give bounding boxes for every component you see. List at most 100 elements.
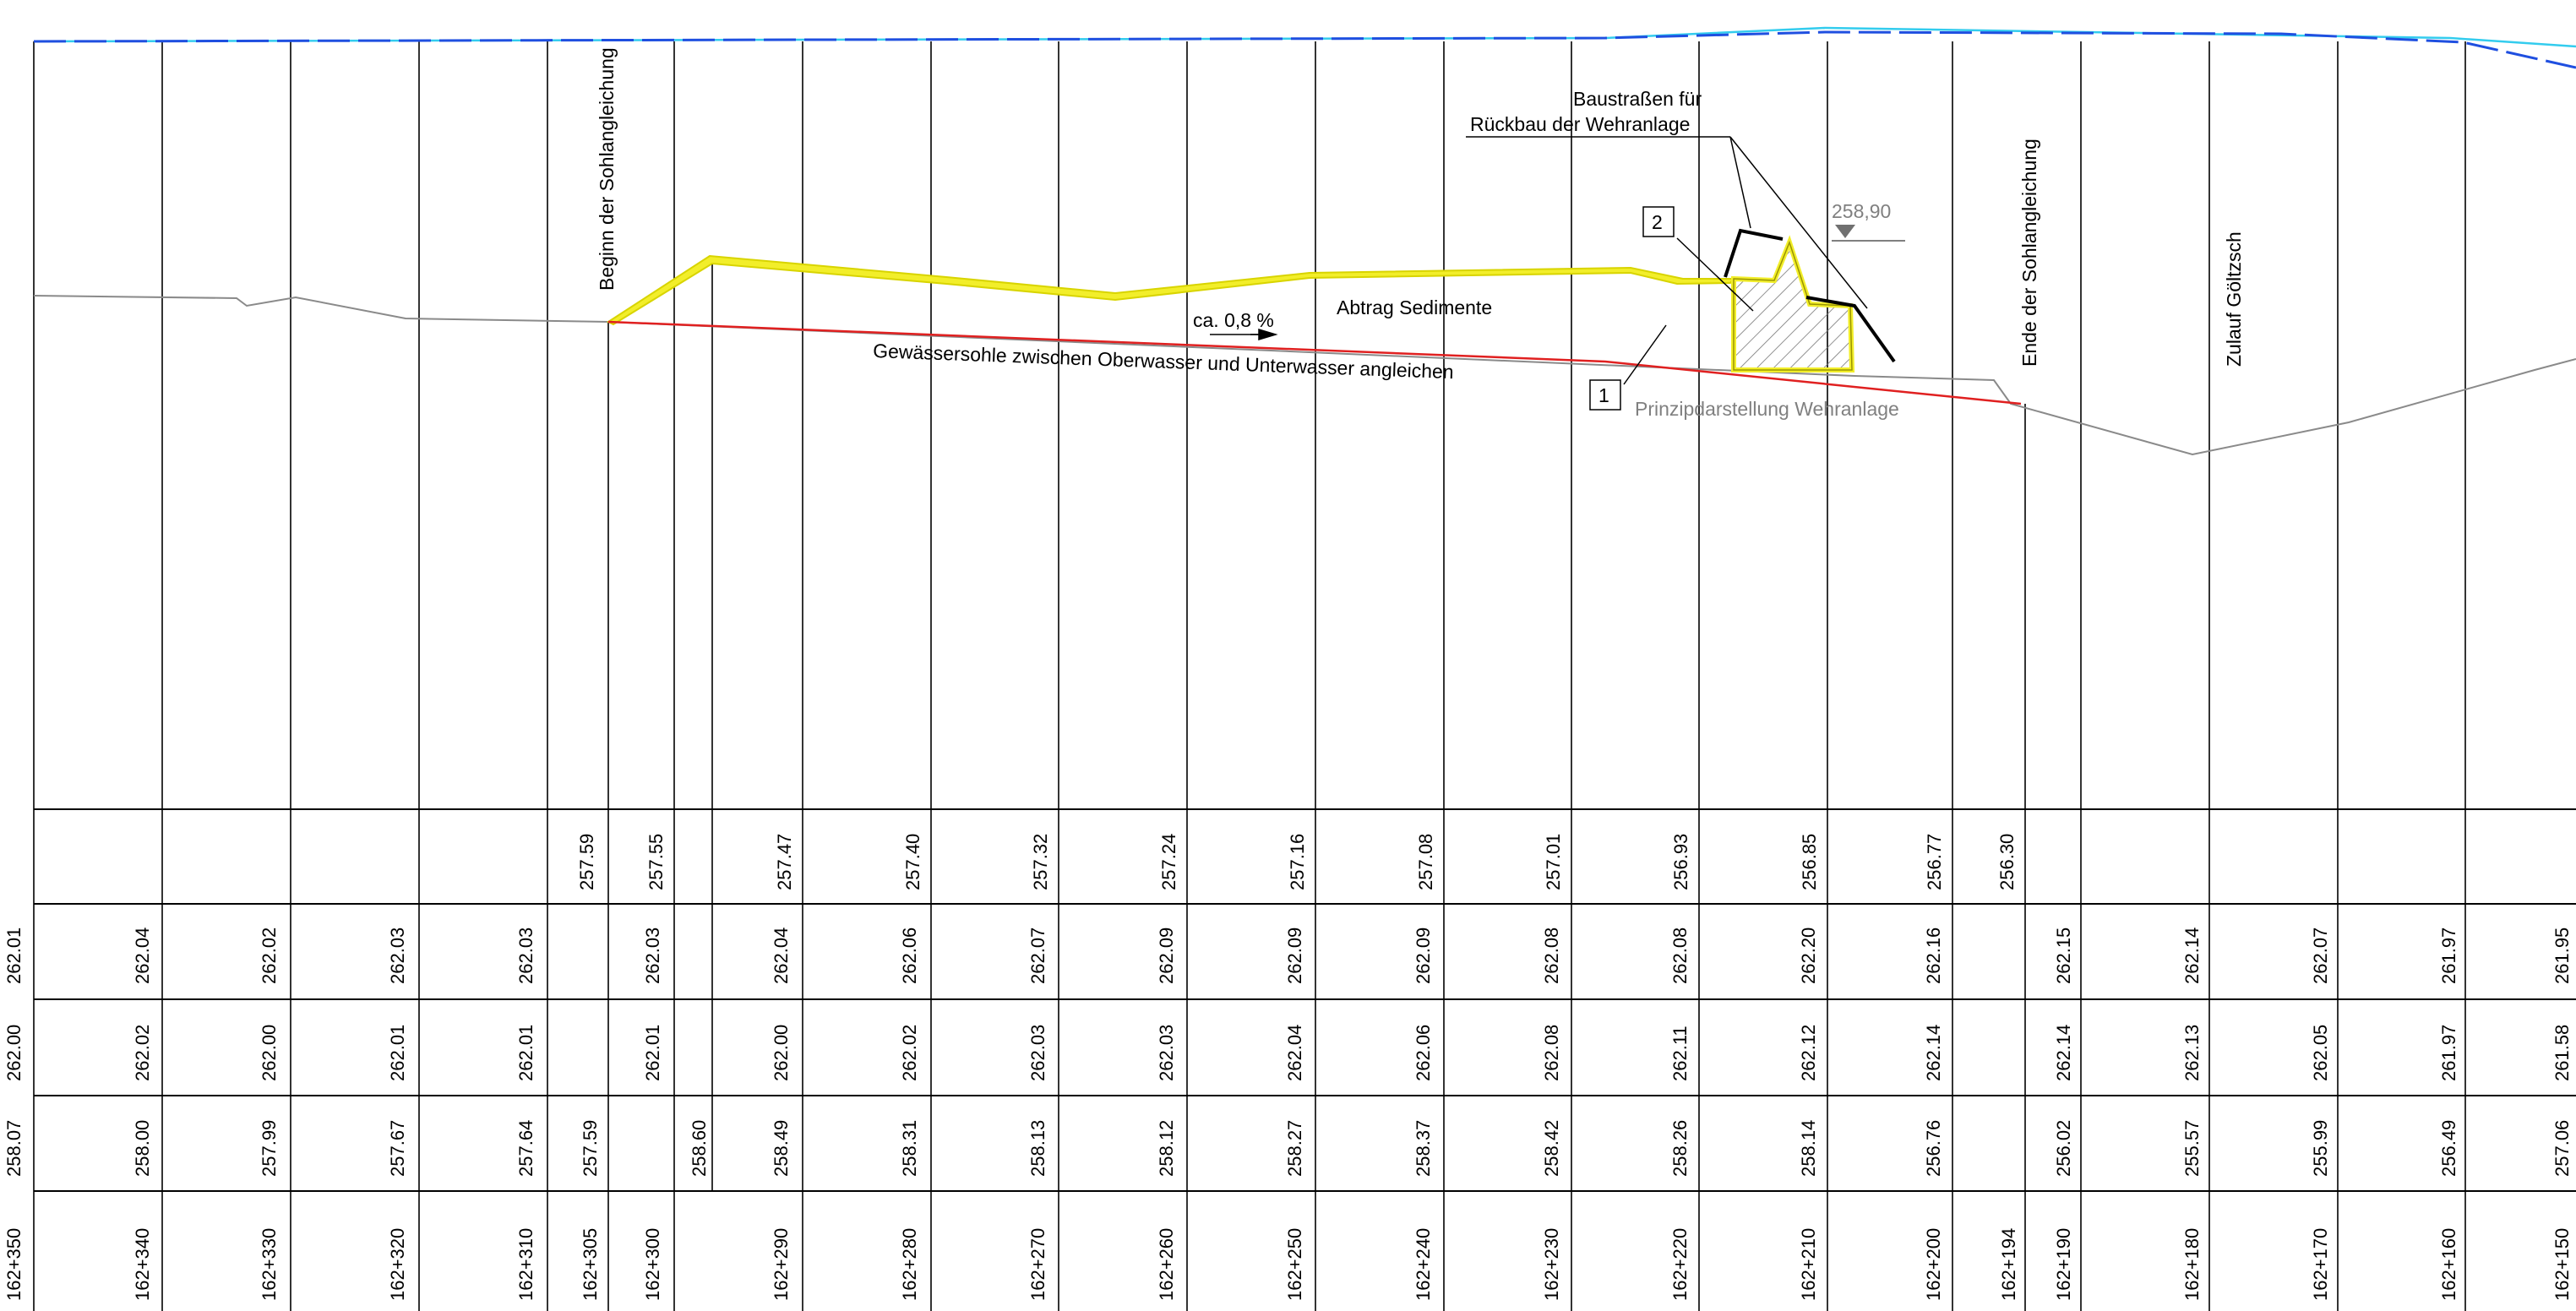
elevation-value-b: 262.12 [1798, 1025, 1819, 1081]
existing-bed-elevation-value: 258.12 [1156, 1120, 1177, 1177]
existing-bed-elevation-value: 258.07 [3, 1120, 25, 1177]
weir-outline [1733, 240, 1853, 371]
existing-bed-elevation-value: 258.31 [899, 1120, 920, 1177]
start-of-adjustment-label: Beginn der Sohlangleichung [596, 47, 618, 291]
design-bed-elevation-value: 256.30 [1996, 834, 2018, 890]
elevation-value-b: 262.00 [3, 1025, 25, 1081]
elevation-value-a: 262.03 [515, 927, 536, 984]
elevation-value-a: 262.20 [1798, 927, 1819, 984]
slope-label: ca. 0,8 % [1193, 309, 1274, 331]
station-value: 162+280 [899, 1228, 920, 1301]
existing-bed-elevation-value: 258.14 [1798, 1120, 1819, 1177]
elevation-value-a: 262.14 [2181, 927, 2203, 984]
elevation-value-b: 262.03 [1027, 1025, 1048, 1081]
water-level-marker [1832, 225, 1905, 242]
elevation-value-b: 261.58 [2551, 1025, 2573, 1081]
annotation-leaders [1250, 136, 1868, 411]
existing-terrain-line [33, 295, 2576, 456]
elevation-value-a: 262.02 [259, 927, 280, 984]
design-bed-elevation-value: 257.24 [1158, 834, 1179, 890]
station-value: 162+180 [2181, 1228, 2203, 1301]
elevation-value-a: 262.06 [899, 927, 920, 984]
design-bed-elevation-value: 256.85 [1799, 834, 1820, 890]
elevation-value-a: 262.09 [1284, 927, 1305, 984]
station-grid-lines [33, 41, 2466, 1311]
goeltzsch-inflow-label: Zulauf Göltzsch [2223, 231, 2245, 367]
design-bed-elevation-value: 257.16 [1287, 834, 1308, 890]
design-bed-elevation-value: 256.93 [1670, 834, 1691, 890]
elevation-value-b: 262.11 [1669, 1025, 1691, 1081]
existing-bed-elevation-extra-value: 258.60 [689, 1120, 710, 1177]
design-bed-elevation-value: 257.47 [774, 834, 795, 890]
design-bed-elevation-value: 257.08 [1415, 834, 1436, 890]
design-bed-elevation-value: 257.55 [645, 834, 667, 890]
station-value: 162+170 [2310, 1228, 2331, 1301]
existing-bed-elevation-value: 258.00 [132, 1120, 153, 1177]
existing-bed-elevation-value: 258.42 [1541, 1120, 1562, 1177]
existing-bed-elevation-value: 256.76 [1923, 1120, 1944, 1177]
station-value: 162+290 [771, 1228, 792, 1301]
station-value: 162+230 [1541, 1228, 1562, 1301]
elevation-value-a: 262.15 [2053, 927, 2074, 984]
elevation-value-b: 262.00 [771, 1025, 792, 1081]
elevation-value-a: 262.08 [1541, 927, 1562, 984]
existing-bed-elevation-value: 257.67 [387, 1120, 408, 1177]
construction-roads-label-line1: Baustraßen für [1573, 88, 1702, 110]
elevation-value-b: 262.01 [642, 1025, 663, 1081]
weir-principle-label: Prinzipdarstellung Wehranlage [1635, 398, 1899, 420]
marker-2-label: 2 [1652, 211, 1663, 233]
elevation-value-a: 261.95 [2551, 927, 2573, 984]
design-bed-elevation-value: 257.32 [1030, 834, 1051, 890]
station-value: 162+300 [642, 1228, 663, 1301]
sediment-removal-label: Abtrag Sedimente [1337, 296, 1492, 318]
elevation-value-b: 262.06 [1413, 1025, 1434, 1081]
elevation-value-b: 262.05 [2310, 1025, 2331, 1081]
marker-1-label: 1 [1598, 384, 1609, 406]
weir-structure [1731, 235, 1855, 373]
existing-bed-elevation-value: 257.59 [580, 1120, 601, 1177]
water-surface-line-light [33, 26, 2576, 48]
elevation-value-a: 262.07 [2310, 927, 2331, 984]
station-value: 162+320 [387, 1228, 408, 1301]
elevation-value-b: 262.14 [2053, 1025, 2074, 1081]
design-bed-elevation-value: 256.77 [1924, 834, 1945, 890]
sediment-removal-area [606, 254, 1736, 326]
station-value: 162+350 [3, 1228, 25, 1301]
elevation-value-b: 261.97 [2438, 1025, 2459, 1081]
construction-road-left [1724, 228, 1784, 278]
elevation-value-a: 262.09 [1413, 927, 1434, 984]
station-value: 162+200 [1923, 1228, 1944, 1301]
existing-bed-elevation-value: 257.64 [515, 1120, 536, 1177]
station-value: 162+150 [2551, 1228, 2573, 1301]
elevation-value-a: 262.01 [3, 927, 25, 984]
end-of-adjustment-label: Ende der Sohlangleichung [2018, 139, 2040, 367]
station-value: 162+330 [259, 1228, 280, 1301]
station-value: 162+194 [1998, 1228, 2019, 1301]
station-value: 162+210 [1798, 1228, 1819, 1301]
elevation-value-b: 262.14 [1923, 1025, 1944, 1081]
existing-bed-elevation-value: 256.02 [2053, 1120, 2074, 1177]
station-value: 162+260 [1156, 1228, 1177, 1301]
existing-bed-elevation-value: 257.99 [259, 1120, 280, 1177]
water-surface-line [33, 30, 2576, 69]
design-bed-elevation-value: 257.40 [902, 834, 923, 890]
design-bed-elevation-value: 257.59 [576, 834, 597, 890]
existing-bed-elevation-value: 258.27 [1284, 1120, 1305, 1177]
elevation-value-a: 262.08 [1669, 927, 1691, 984]
design-bed-elevation-value: 257.01 [1543, 834, 1564, 890]
existing-bed-elevation-value: 258.49 [771, 1120, 792, 1177]
station-value: 162+270 [1027, 1228, 1048, 1301]
elevation-value-a: 262.03 [387, 927, 408, 984]
existing-bed-elevation-value: 256.49 [2438, 1120, 2459, 1177]
station-value: 162+220 [1669, 1228, 1691, 1301]
station-value: 162+190 [2053, 1228, 2074, 1301]
elevation-value-b: 262.02 [132, 1025, 153, 1081]
band-table-frame [34, 808, 2576, 1192]
station-value: 162+310 [515, 1228, 536, 1301]
elevation-value-a: 262.07 [1027, 927, 1048, 984]
elevation-value-b: 262.01 [515, 1025, 536, 1081]
band-table-values: 257.59 257.55 257.47 257.40 257.32 257.24 257.… [3, 834, 2573, 1301]
elevation-value-b: 262.02 [899, 1025, 920, 1081]
elevation-value-b: 262.00 [259, 1025, 280, 1081]
